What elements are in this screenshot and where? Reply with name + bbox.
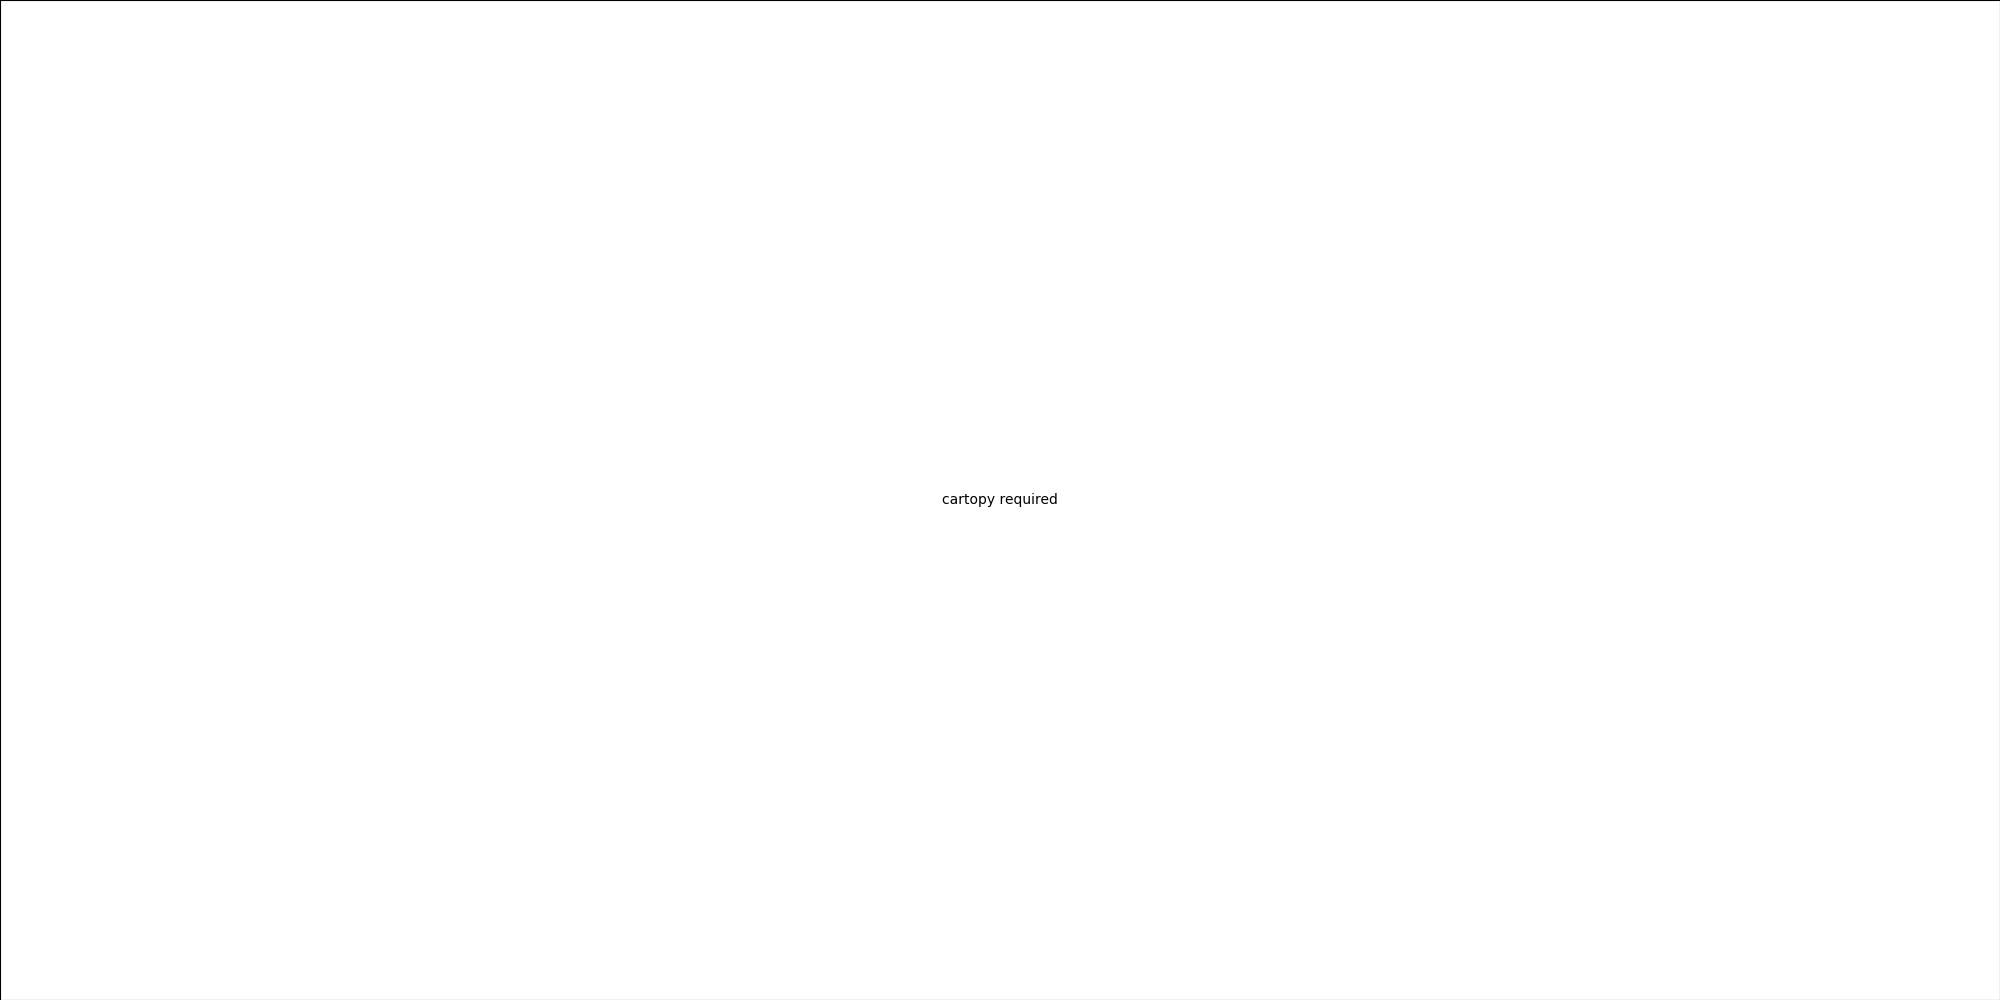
Text: cartopy required: cartopy required	[942, 493, 1058, 507]
